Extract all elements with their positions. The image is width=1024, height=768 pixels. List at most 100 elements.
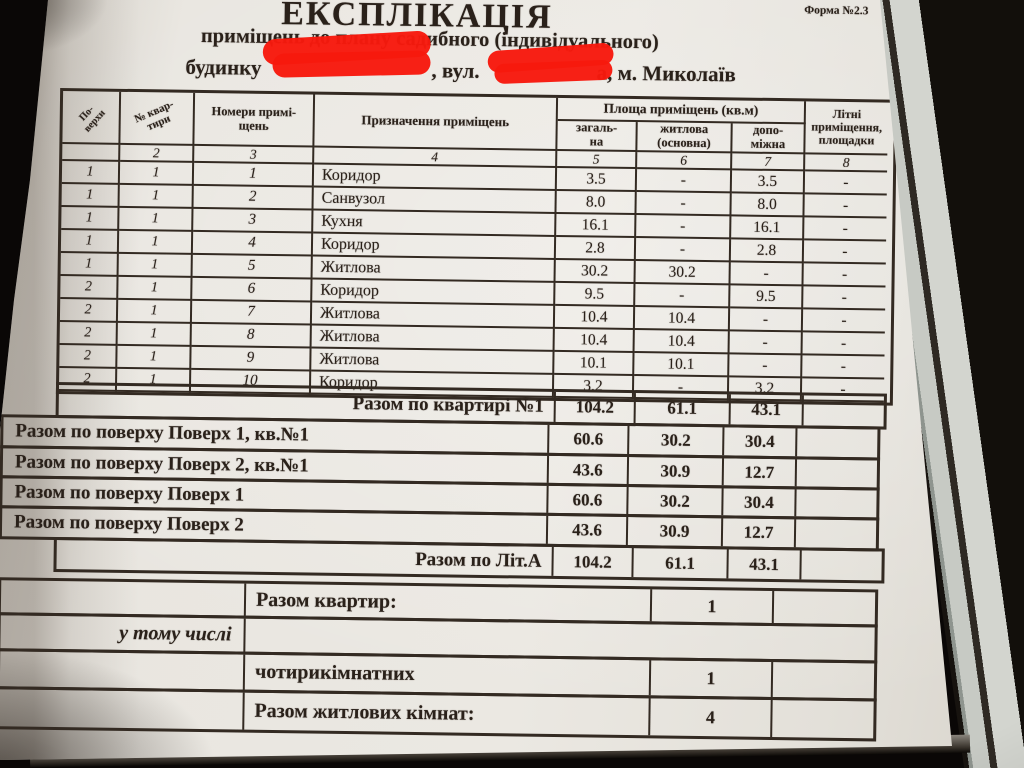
summary-summer bbox=[794, 459, 878, 488]
column-number: 6 bbox=[637, 152, 733, 171]
cell-area-total: 10.1 bbox=[554, 351, 635, 377]
cell-area-total: 10.4 bbox=[554, 328, 635, 354]
cell-apartment: 1 bbox=[119, 184, 194, 209]
cell-room-purpose: Кухня bbox=[313, 210, 557, 237]
header-apartment-no: № квар-тири bbox=[120, 91, 196, 146]
cell-area-living: 10.1 bbox=[634, 353, 730, 378]
cell-summer: - bbox=[802, 355, 885, 380]
summary-summer bbox=[795, 428, 878, 458]
header-room-purpose: Призначення приміщень bbox=[314, 94, 559, 151]
cell-room-number: 6 bbox=[192, 277, 313, 303]
summary-total: 43.6 bbox=[546, 455, 628, 484]
summary-aux: 43.1 bbox=[726, 549, 800, 580]
summary-living: 30.2 bbox=[626, 486, 722, 516]
cell-area-living: 30.2 bbox=[635, 261, 731, 286]
summary-summer bbox=[793, 519, 877, 549]
summary-aux: 30.4 bbox=[722, 427, 796, 457]
cell-apartment: 1 bbox=[117, 299, 193, 324]
cell-apartment: 1 bbox=[117, 345, 192, 370]
summary-total: 60.6 bbox=[547, 424, 628, 454]
cell-area-total: 3.5 bbox=[556, 167, 638, 193]
cell-room-purpose: Житлова bbox=[311, 325, 555, 352]
cell-floor: 1 bbox=[61, 161, 121, 185]
cell-apartment: 1 bbox=[119, 161, 195, 186]
left-spacer-cell bbox=[0, 689, 245, 730]
column-number: 8 bbox=[805, 154, 888, 173]
explication-table: По-верхи № квар-тири Номери примі- щень … bbox=[55, 88, 898, 406]
summary-total: 104.2 bbox=[551, 546, 632, 578]
cell-floor: 2 bbox=[59, 345, 118, 369]
cell-summer: - bbox=[804, 171, 888, 196]
header-floors: По-верхи bbox=[62, 91, 122, 145]
redaction-marker bbox=[272, 50, 431, 78]
address-prefix: будинку bbox=[185, 54, 262, 80]
cell-area-total: 2.8 bbox=[555, 236, 637, 262]
empty-cell bbox=[771, 590, 876, 625]
total-apartments-label: Разом квартир: bbox=[255, 588, 397, 613]
column-number: 3 bbox=[194, 145, 315, 165]
cell-area-living: - bbox=[635, 284, 731, 309]
totals-section: Разом квартир: 1 у тому числі чотирикімн… bbox=[0, 577, 879, 742]
cell-area-aux: - bbox=[729, 354, 803, 379]
cell-apartment: 1 bbox=[118, 230, 194, 255]
cell-area-total: 8.0 bbox=[556, 190, 637, 216]
summary-label: Разом по Літ.А bbox=[415, 548, 542, 572]
cell-area-total: 10.4 bbox=[554, 305, 636, 331]
cell-apartment: 1 bbox=[117, 322, 192, 347]
cell-area-living: 10.4 bbox=[634, 330, 730, 355]
cell-area-living: - bbox=[636, 215, 732, 240]
header-room-numbers: Номери примі- щень bbox=[194, 92, 316, 148]
four-room-value: 1 bbox=[648, 660, 772, 697]
cell-apartment: 1 bbox=[118, 253, 193, 278]
cell-area-aux: 8.0 bbox=[731, 193, 805, 218]
cell-room-purpose: Житлова bbox=[312, 256, 556, 283]
cell-area-total: 9.5 bbox=[555, 282, 636, 308]
header-summer-premises: Літні приміщення, площадки bbox=[805, 101, 889, 156]
summary-summer bbox=[799, 550, 882, 581]
address-street-label: , вул. bbox=[431, 58, 480, 83]
summary-aux: 12.7 bbox=[720, 518, 795, 548]
cell-summer: - bbox=[804, 217, 887, 242]
summary-living: 61.1 bbox=[631, 548, 727, 579]
summary-summer bbox=[794, 489, 877, 518]
cell-area-total: 30.2 bbox=[555, 259, 636, 285]
column-number: 2 bbox=[120, 145, 195, 163]
cell-summer: - bbox=[802, 309, 886, 334]
cell-floor: 2 bbox=[59, 322, 118, 346]
living-rooms-label: Разом житлових кімнат: bbox=[254, 699, 475, 725]
left-spacer-cell bbox=[0, 580, 247, 616]
cell-apartment: 1 bbox=[118, 276, 193, 301]
left-spacer-cell bbox=[0, 651, 246, 690]
summary-total: 104.2 bbox=[553, 391, 634, 424]
cell-room-purpose: Житлова bbox=[311, 348, 555, 375]
header-area-total: загаль- на bbox=[557, 120, 638, 153]
cell-area-aux: 16.1 bbox=[731, 216, 805, 241]
cell-summer: - bbox=[803, 263, 886, 288]
cell-room-number: 2 bbox=[193, 185, 314, 211]
cell-room-number: 4 bbox=[192, 231, 314, 257]
cell-room-number: 9 bbox=[191, 346, 312, 372]
total-apartments-value: 1 bbox=[649, 589, 773, 623]
cell-floor: 1 bbox=[61, 184, 120, 208]
cell-summer: - bbox=[804, 194, 887, 219]
summary-section: Разом по квартирі №1 104.2 61.1 43.1 Раз… bbox=[0, 381, 887, 584]
cell-floor: 1 bbox=[60, 230, 120, 254]
column-number: 5 bbox=[557, 151, 638, 170]
cell-summer: - bbox=[802, 332, 885, 357]
summary-living: 30.9 bbox=[626, 456, 723, 486]
cell-area-living: 10.4 bbox=[634, 307, 731, 332]
cell-summer: - bbox=[803, 240, 887, 265]
cell-area-living: - bbox=[636, 169, 733, 194]
cell-summer: - bbox=[803, 286, 886, 311]
cell-room-purpose: Коридор bbox=[313, 164, 558, 191]
four-room-label: чотирикімнатних bbox=[254, 660, 415, 686]
cell-room-purpose: Коридор bbox=[312, 279, 556, 306]
summary-living: 61.1 bbox=[633, 393, 729, 425]
summary-living: 30.2 bbox=[627, 425, 723, 456]
summary-aux: 43.1 bbox=[728, 394, 802, 426]
cell-room-purpose: Житлова bbox=[311, 302, 556, 329]
empty-cell bbox=[770, 699, 874, 739]
